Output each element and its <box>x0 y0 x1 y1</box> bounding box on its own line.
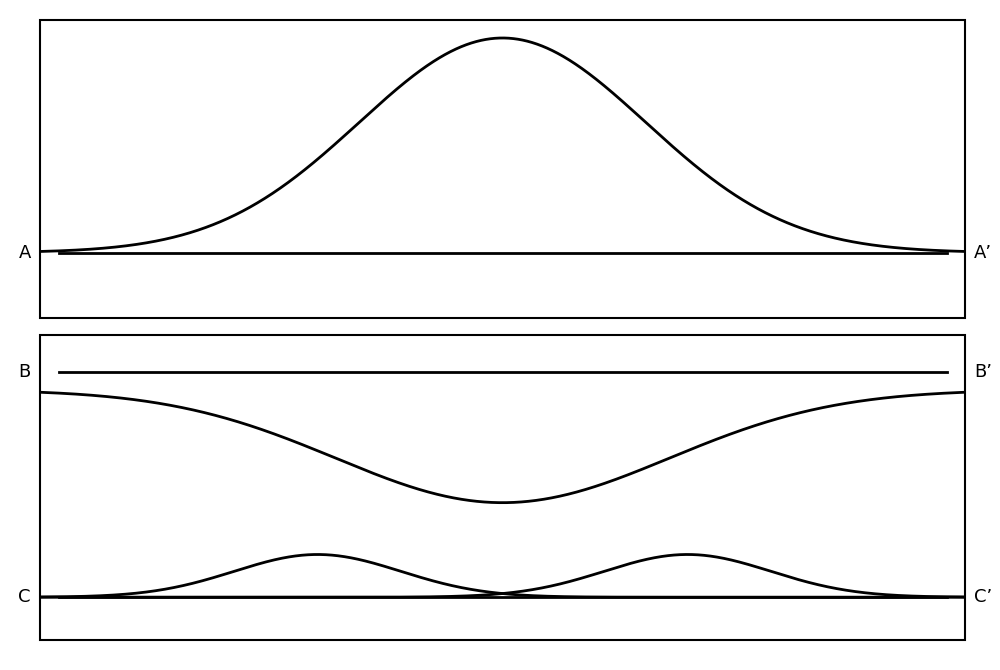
Text: C: C <box>18 588 31 606</box>
Text: B’: B’ <box>974 362 992 381</box>
Text: A: A <box>18 244 31 262</box>
Text: C’: C’ <box>974 588 993 606</box>
Text: B: B <box>18 362 31 381</box>
Text: A’: A’ <box>974 244 992 262</box>
